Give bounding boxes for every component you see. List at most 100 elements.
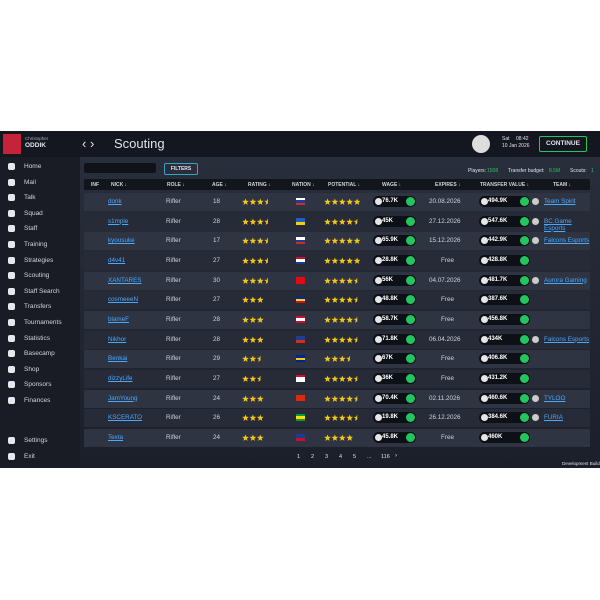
player-row: KSCERATO Rifler 26 19.8K 26.12.2026 384.6K FUR… [84,409,590,428]
flag-stripe [296,416,305,419]
star-rating [242,198,268,205]
nav-item[interactable]: Settings [8,437,48,444]
team-name[interactable]: Falcons Esports [544,237,590,245]
player-nick[interactable]: Texta [108,433,124,441]
role: Rifler [166,355,181,363]
team-name[interactable]: Aurora Gaming [544,276,587,284]
transfer-value: 406.8K [479,353,530,365]
manager-first-name: Christopher [25,136,49,141]
nation-flag [296,335,305,343]
nation-flag [296,374,305,382]
nav-icon [8,437,15,444]
flag-stripe [296,355,305,358]
nav-item[interactable]: Staff [8,225,37,233]
players-count: 1508 [487,168,499,174]
team-logo [532,414,539,422]
transfer-value: 481.7K [479,274,530,286]
transfer-value: 387.6K [479,294,530,306]
column-header: NATION ↓ [292,182,315,188]
page-link[interactable]: 4 [339,454,343,460]
nav-item[interactable]: Training [8,241,47,248]
nav-item[interactable]: Statistics [8,334,51,342]
star-rating [242,237,268,245]
player-row: Texta Rifler 24 45.8K Free 460K [84,428,590,447]
flag-stripe [296,300,305,304]
player-nick[interactable]: Nikhor [108,335,127,343]
player-nick[interactable]: kyousuke [108,237,135,245]
player-nick[interactable]: cosmeeeN [108,296,139,304]
nav-item[interactable]: Shop [8,365,39,373]
page-link[interactable]: 116 [381,454,390,460]
page-link[interactable]: 1 [297,454,301,460]
role: Rifler [166,335,181,343]
player-nick[interactable]: blameF [108,315,129,323]
nav-label: Squad [24,210,43,218]
manager-last-name: ODDIK [25,142,46,149]
team-name[interactable]: FURIA [544,414,563,422]
nav-item[interactable]: Sponsors [8,381,52,389]
page-link[interactable]: 3 [325,454,329,460]
nav-item[interactable]: Basecamp [8,350,55,357]
age: 30 [213,276,221,284]
team-name[interactable]: Team Spirit [544,198,576,205]
nav-label: Finances [24,397,51,405]
star-rating [242,395,264,402]
transfer-value: 460.6K [479,392,530,404]
role: Rifler [166,296,181,304]
star-rating [242,316,264,323]
nav-item[interactable]: Squad [8,209,43,218]
nav-item[interactable]: Scouting [8,272,49,279]
player-nick[interactable]: XANTARES [108,276,142,284]
flag-stripe [296,436,305,439]
team-name[interactable]: Falcons Esports [544,335,590,343]
nav-icon [8,334,15,342]
nav-item[interactable]: Exit [8,453,35,460]
nav-icon [8,225,15,233]
age: 17 [213,237,221,245]
next-page[interactable]: › [395,453,397,459]
game-window: Christopher ODDIK ‹ › Scouting Sat 08:42… [0,131,600,468]
nav-item[interactable]: Home [8,163,41,170]
player-nick[interactable]: JamYoung [108,394,138,402]
player-nick[interactable]: d4v41 [108,256,126,264]
nav-label: Statistics [24,334,51,342]
player-nick[interactable]: s1mple [108,217,129,225]
page-link[interactable]: 2 [311,454,315,460]
nav-arrows[interactable]: ‹ › [82,136,95,151]
continue-button[interactable]: CONTINUE [539,136,587,152]
star-rating [324,198,361,205]
nav-label: Home [24,163,42,171]
nav-item[interactable]: Staff Search [8,287,60,295]
star-rating [242,336,264,343]
player-nick[interactable]: KSCERATO [108,414,143,422]
transfer-value: 431.2K [479,372,530,384]
nav-item[interactable]: Talk [8,194,36,201]
player-nick[interactable]: donk [108,198,122,205]
page-link[interactable]: 5 [353,454,357,460]
nav-item[interactable]: Tournaments [8,319,62,326]
team-logo [532,237,539,245]
player-nick[interactable]: dizzyLife [108,374,133,382]
nation-flag [296,394,305,402]
nav-item[interactable]: Strategies [8,256,53,264]
team-name[interactable]: BC.Game Esports [544,217,572,232]
nav-label: Scouting [24,272,50,280]
player-row: kyousuke Rifler 17 65.9K 15.12.2026 442.9K Fal… [84,232,590,251]
nav-item[interactable]: Mail [8,178,36,186]
wage: 71.8K [373,333,416,345]
wage: 67K [373,353,416,365]
search-box[interactable] [84,163,156,173]
nav-item[interactable]: Finances [8,397,50,404]
page-link[interactable]: ... [367,454,372,460]
transfer-value: 428.8K [479,254,530,266]
team-name[interactable]: TYLOO [544,394,566,402]
expires: 26.12.2026 [429,414,461,422]
nav-item[interactable]: Transfers [8,303,51,311]
expires: 06.04.2026 [429,335,461,343]
club-logo [3,134,21,154]
expires: Free [441,296,454,304]
player-nick[interactable]: Benkai [108,355,128,363]
expires: Free [441,374,454,382]
nav-label: Sponsors [24,381,52,389]
filters-button[interactable]: FILTERS [164,163,198,175]
